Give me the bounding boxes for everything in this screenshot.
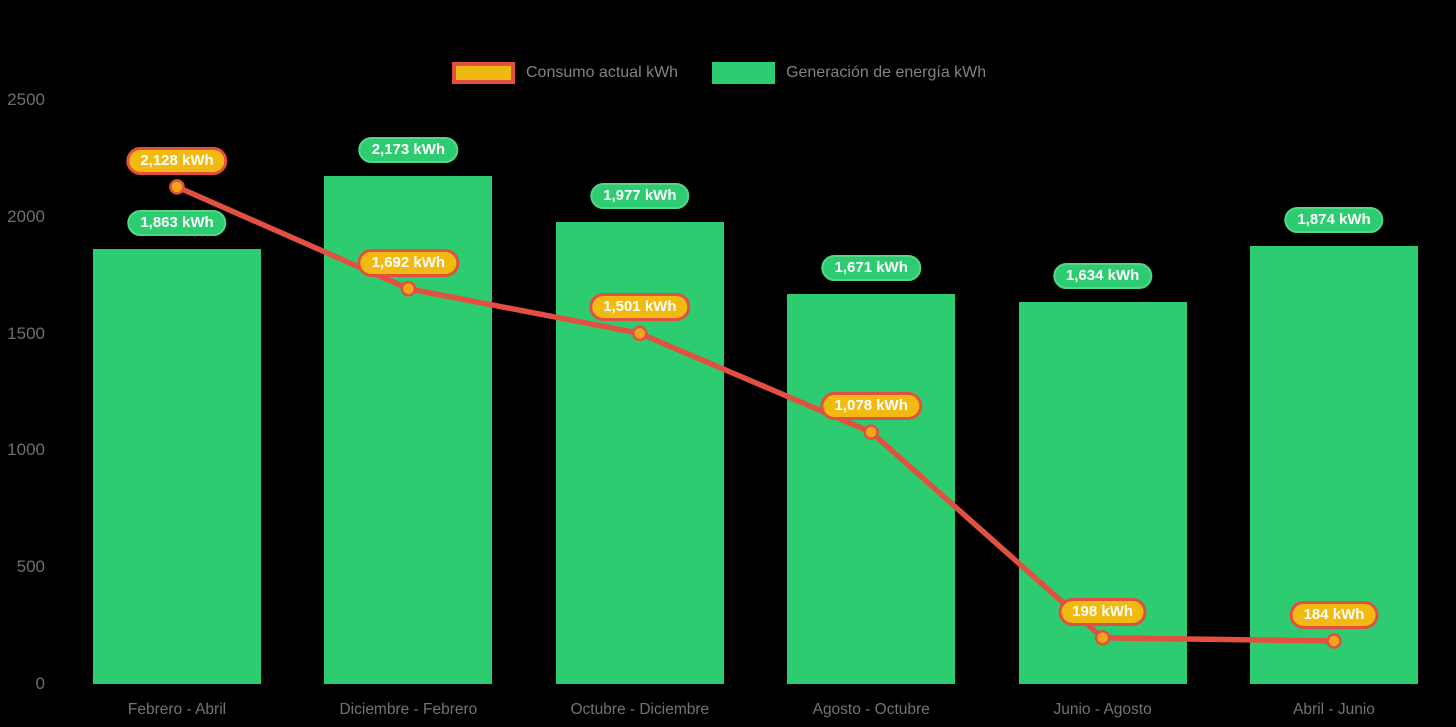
y-axis-tick: 2500 [7, 90, 45, 109]
x-axis-category: Febrero - Abril [127, 701, 227, 718]
generation-bar[interactable] [787, 293, 956, 684]
generation-value-label: 1,671 kWh [821, 254, 921, 281]
generation-value-label: 1,874 kWh [1284, 207, 1384, 234]
consumption-value-label: 2,128 kWh [126, 146, 228, 175]
consumption-value-label: 198 kWh [1058, 597, 1148, 626]
consumption-value-label: 1,501 kWh [589, 293, 691, 322]
generation-bar[interactable] [1018, 302, 1187, 684]
generation-value-label: 1,634 kWh [1052, 263, 1153, 290]
y-axis-tick: 1500 [7, 323, 45, 343]
consumption-value-label: 184 kWh [1289, 601, 1379, 630]
y-axis-tick: 500 [16, 557, 45, 577]
chart-legend: Consumo actual kWh Generación de energía… [452, 62, 986, 84]
generation-bar[interactable] [555, 222, 724, 684]
generation-value-label: 1,863 kWh [127, 209, 227, 236]
consumption-point-marker[interactable] [169, 179, 185, 195]
legend-item-consumption[interactable]: Consumo actual kWh [452, 62, 678, 84]
y-axis-tick: 2000 [7, 206, 45, 226]
generation-swatch-icon [712, 62, 776, 84]
x-axis-category: Diciembre - Febrero [339, 701, 478, 718]
generation-value-label: 1,977 kWh [590, 183, 690, 210]
generation-value-label: 2,173 kWh [358, 137, 459, 164]
legend-label-consumption: Consumo actual kWh [526, 64, 679, 81]
y-axis-tick: 0 [35, 674, 45, 693]
consumption-swatch-icon [452, 62, 515, 84]
x-axis-category: Agosto - Octubre [812, 701, 930, 718]
y-axis-tick: 1000 [7, 440, 45, 460]
consumption-value-label: 1,078 kWh [820, 392, 922, 421]
legend-item-generation[interactable]: Generación de energía kWh [712, 62, 986, 84]
x-axis-category: Octubre - Diciembre [570, 701, 710, 718]
consumption-value-label: 1,692 kWh [357, 248, 460, 277]
x-axis-category: Abril - Junio [1293, 701, 1375, 718]
legend-label-generation: Generación de energía kWh [786, 64, 987, 81]
generation-bar[interactable] [93, 248, 261, 684]
x-axis-category: Junio - Agosto [1053, 701, 1152, 718]
